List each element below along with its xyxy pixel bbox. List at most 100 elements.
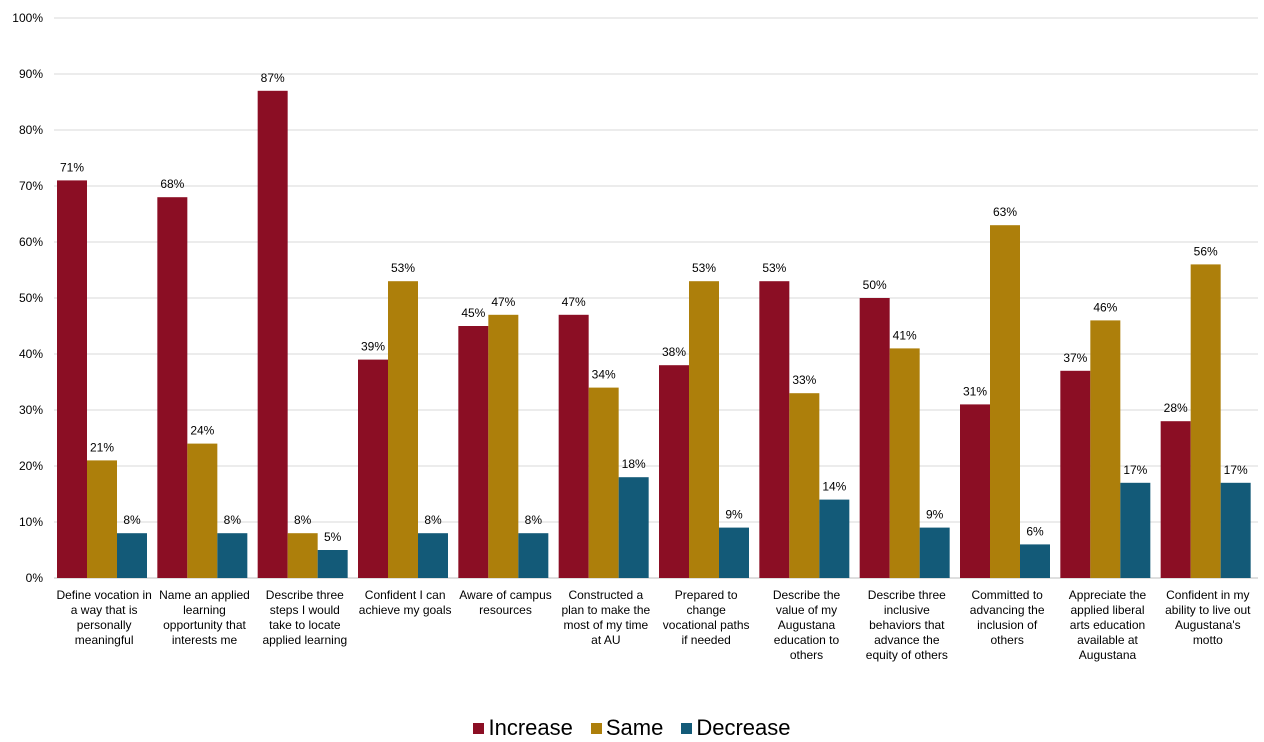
x-category-label: Describe three inclusive behaviors that … bbox=[865, 588, 948, 662]
data-label: 31% bbox=[963, 384, 987, 398]
x-category-label: Aware of campus resources bbox=[459, 588, 552, 617]
bar-same bbox=[187, 443, 218, 578]
x-category-label: Confident I can achieve my goals bbox=[358, 588, 452, 617]
data-label: 45% bbox=[461, 306, 485, 320]
bar-increase bbox=[859, 298, 890, 578]
legend-swatch bbox=[473, 722, 485, 734]
data-label: 37% bbox=[1063, 351, 1087, 365]
x-category-label: Constructed a plan to make the most of m… bbox=[561, 588, 651, 647]
data-label: 28% bbox=[1164, 401, 1188, 415]
bar-same bbox=[889, 348, 920, 578]
x-category-label: Confident in my ability to live out Augu… bbox=[1165, 588, 1251, 647]
data-label: 39% bbox=[361, 340, 385, 354]
bar-decrease bbox=[919, 527, 950, 578]
data-label: 53% bbox=[692, 261, 716, 275]
legend-swatch bbox=[681, 722, 693, 734]
data-label: 17% bbox=[1123, 463, 1147, 477]
y-tick-label: 30% bbox=[19, 403, 43, 417]
bar-increase bbox=[358, 359, 388, 578]
bar-decrease bbox=[317, 550, 348, 578]
data-label: 87% bbox=[261, 71, 285, 85]
data-label: 18% bbox=[622, 457, 646, 471]
data-label: 46% bbox=[1093, 300, 1117, 314]
bar-increase bbox=[57, 180, 87, 578]
x-category-label: Describe three steps I would take to loc… bbox=[262, 588, 348, 647]
legend-item-same: Same bbox=[590, 715, 664, 740]
y-tick-label: 50% bbox=[19, 291, 43, 305]
bar-same bbox=[388, 281, 418, 578]
bar-same bbox=[789, 393, 820, 578]
data-label: 53% bbox=[762, 261, 786, 275]
bar-same bbox=[689, 281, 719, 578]
bar-increase bbox=[759, 281, 790, 578]
bar-decrease bbox=[819, 499, 850, 578]
data-label: 63% bbox=[993, 205, 1017, 219]
bar-same bbox=[287, 533, 318, 578]
legend-item-decrease: Decrease bbox=[681, 715, 791, 740]
y-tick-label: 40% bbox=[19, 347, 43, 361]
legend-label: Increase bbox=[488, 715, 573, 740]
data-label: 53% bbox=[391, 261, 415, 275]
bar-increase bbox=[558, 314, 589, 578]
y-tick-label: 70% bbox=[19, 179, 43, 193]
data-label: 6% bbox=[1026, 524, 1044, 538]
data-label: 24% bbox=[190, 424, 214, 438]
data-label: 56% bbox=[1194, 244, 1218, 258]
y-tick-label: 10% bbox=[19, 515, 43, 529]
data-label: 41% bbox=[893, 328, 917, 342]
data-label: 8% bbox=[224, 513, 242, 527]
bar-decrease bbox=[1120, 482, 1151, 578]
bar-same bbox=[1090, 320, 1121, 578]
x-category-label: Committed to advancing the inclusion of … bbox=[969, 588, 1045, 647]
bar-increase bbox=[1060, 370, 1091, 578]
data-label: 68% bbox=[160, 177, 184, 191]
bar-decrease bbox=[418, 533, 448, 578]
bar-same bbox=[588, 387, 619, 578]
data-label: 71% bbox=[60, 160, 84, 174]
data-label: 38% bbox=[662, 345, 686, 359]
bar-decrease bbox=[618, 477, 649, 578]
legend: Increase Same Decrease bbox=[0, 716, 1264, 740]
legend-label: Same bbox=[605, 715, 664, 740]
bar-decrease bbox=[1220, 482, 1251, 578]
x-category-label: Prepared to change vocational paths if n… bbox=[662, 588, 750, 647]
data-label: 34% bbox=[592, 368, 616, 382]
bar-same bbox=[488, 314, 519, 578]
y-tick-label: 90% bbox=[19, 67, 43, 81]
data-label: 8% bbox=[525, 513, 543, 527]
data-label: 21% bbox=[90, 440, 114, 454]
data-label: 33% bbox=[792, 373, 816, 387]
bar-decrease bbox=[1020, 544, 1050, 578]
bar-same bbox=[990, 225, 1020, 578]
data-label: 47% bbox=[562, 295, 586, 309]
y-tick-label: 100% bbox=[12, 11, 43, 25]
legend-item-increase: Increase bbox=[473, 715, 573, 740]
bar-same bbox=[1190, 264, 1221, 578]
bar-decrease bbox=[217, 533, 248, 578]
data-label: 47% bbox=[491, 295, 515, 309]
x-category-label: Define vocation in a way that is persona… bbox=[56, 588, 152, 647]
data-label: 8% bbox=[424, 513, 442, 527]
y-tick-label: 0% bbox=[26, 571, 44, 585]
bar-increase bbox=[659, 365, 689, 578]
bar-increase bbox=[458, 326, 489, 578]
data-label: 5% bbox=[324, 530, 342, 544]
bar-decrease bbox=[719, 527, 749, 578]
x-category-label: Name an applied learning opportunity tha… bbox=[159, 588, 250, 647]
legend-swatch bbox=[590, 722, 602, 734]
y-tick-label: 20% bbox=[19, 459, 43, 473]
data-label: 14% bbox=[822, 480, 846, 494]
data-label: 8% bbox=[294, 513, 312, 527]
bar-increase bbox=[1160, 421, 1191, 578]
data-label: 17% bbox=[1224, 463, 1248, 477]
bar-increase bbox=[157, 197, 188, 578]
bar-same bbox=[87, 460, 117, 578]
data-label: 50% bbox=[863, 278, 887, 292]
data-label: 9% bbox=[926, 508, 944, 522]
legend-label: Decrease bbox=[696, 715, 791, 740]
data-label: 8% bbox=[123, 513, 141, 527]
data-label: 9% bbox=[725, 508, 743, 522]
y-tick-label: 80% bbox=[19, 123, 43, 137]
x-category-label: Appreciate the applied liberal arts educ… bbox=[1068, 588, 1147, 662]
